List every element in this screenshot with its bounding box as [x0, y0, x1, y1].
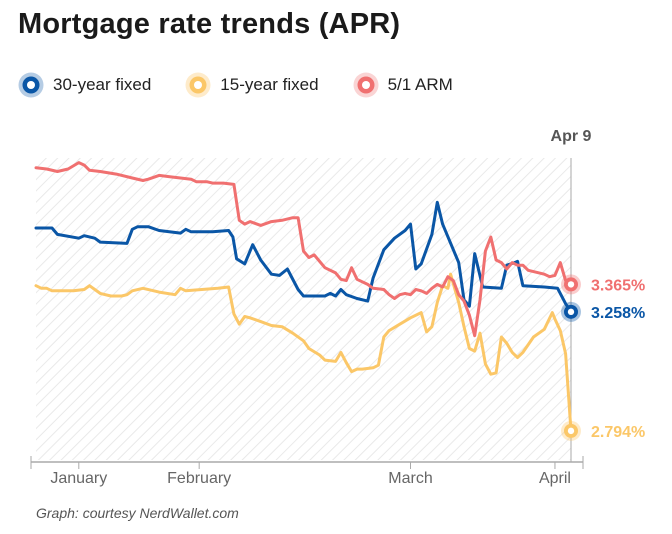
x-tick-label: February [167, 470, 231, 487]
legend-label-30-year-fixed: 30-year fixed [53, 75, 152, 94]
x-tick-label: April [539, 470, 571, 487]
x-tick-label: March [388, 470, 432, 487]
end-labels: 3.365% 3.258% 2.794% [591, 277, 645, 440]
end-date-annotation: Apr 9 [551, 128, 592, 145]
end-label-15-year-fixed: 2.794% [591, 424, 645, 441]
end-markers [561, 274, 581, 441]
legend-label-5-1-arm: 5/1 ARM [387, 75, 453, 94]
end-marker-30-year-fixed [561, 301, 581, 322]
caption: Graph: courtesy NerdWallet.com [36, 505, 239, 521]
series-layer [34, 161, 573, 433]
x-tick-label: January [50, 470, 107, 487]
series-line-30-year-fixed [34, 200, 573, 314]
x-axis-ticks: January February March April [30, 456, 584, 487]
chart-title: Mortgage rate trends (APR) [18, 8, 401, 40]
series-line-5-1-arm [34, 161, 573, 338]
legend-item-5-1-arm: 5/1 ARM [353, 72, 453, 98]
end-label-5-1-arm: 3.365% [591, 277, 645, 294]
legend-marker-15-year-fixed [185, 72, 211, 98]
end-label-30-year-fixed: 3.258% [591, 305, 645, 322]
end-marker-15-year-fixed [561, 420, 581, 441]
legend-item-15-year-fixed: 15-year fixed [185, 72, 319, 98]
legend-item-30-year-fixed: 30-year fixed [18, 72, 151, 98]
legend-marker-5-1-arm [353, 72, 379, 98]
plot-area-background [36, 158, 571, 460]
end-marker-5-1-arm [561, 274, 581, 295]
series-line-15-year-fixed [34, 272, 573, 433]
legend-marker-30-year-fixed [18, 72, 44, 98]
legend: 30-year fixed 15-year fixed 5/1 ARM [18, 70, 487, 100]
legend-label-15-year-fixed: 15-year fixed [220, 75, 319, 94]
